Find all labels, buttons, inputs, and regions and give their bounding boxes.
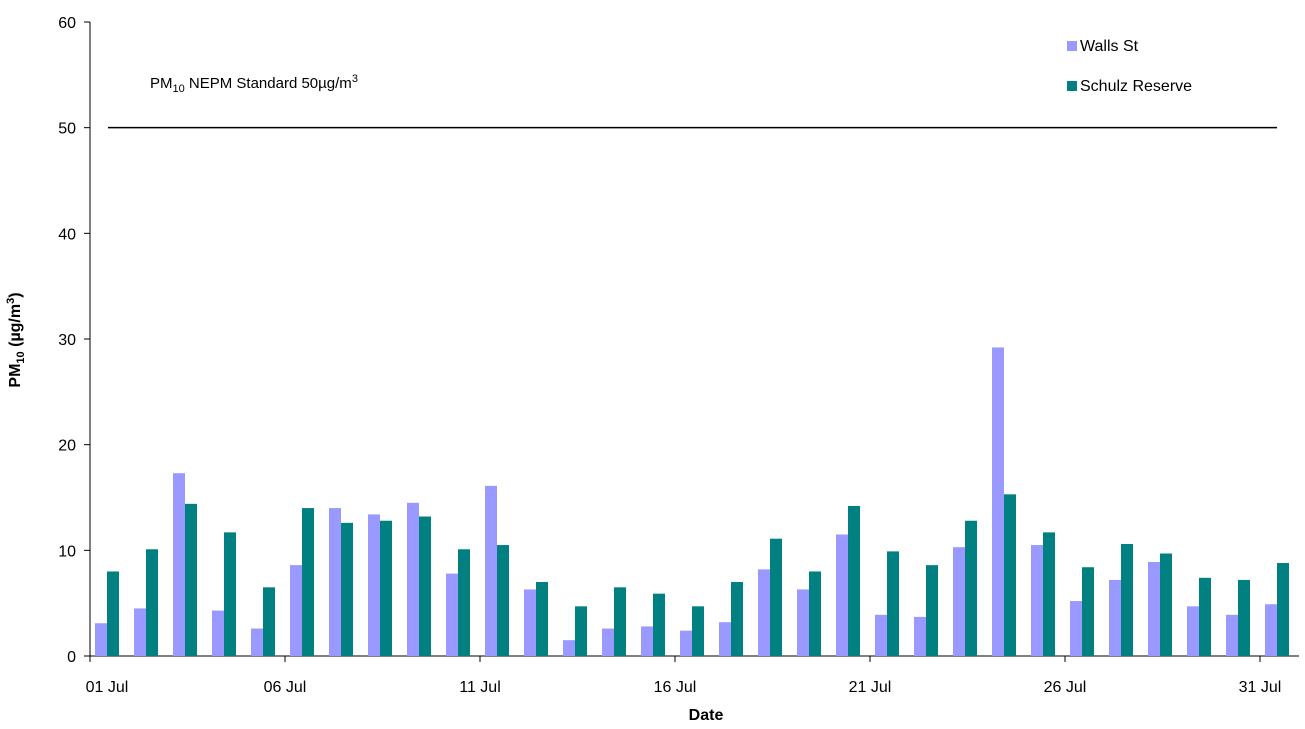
bar: [953, 547, 965, 656]
bar: [1160, 553, 1172, 656]
bar: [146, 549, 158, 656]
bar: [1070, 601, 1082, 656]
y-tick-label: 0: [67, 649, 76, 666]
x-axis-label: Date: [689, 707, 724, 724]
y-tick-label: 50: [58, 121, 76, 138]
bar: [1031, 545, 1043, 656]
bar: [107, 571, 119, 656]
bar: [263, 587, 275, 656]
bar: [212, 610, 224, 656]
bar: [926, 565, 938, 656]
bar: [302, 508, 314, 656]
bar: [602, 628, 614, 656]
bar: [680, 630, 692, 656]
x-tick-label: 16 Jul: [654, 679, 697, 696]
bar: [458, 549, 470, 656]
bar: [407, 502, 419, 656]
bar: [731, 582, 743, 656]
x-tick-label: 31 Jul: [1239, 679, 1282, 696]
bar: [341, 522, 353, 656]
annotation: PM10 NEPM Standard 50µg/m3: [150, 73, 358, 95]
bar: [1199, 577, 1211, 656]
bar: [329, 508, 341, 656]
bar: [575, 606, 587, 656]
bar: [641, 626, 653, 656]
bar: [965, 520, 977, 656]
bar: [887, 551, 899, 656]
bar: [770, 538, 782, 656]
y-tick-label: 40: [58, 226, 76, 243]
bar: [614, 587, 626, 656]
bar: [875, 614, 887, 656]
bar: [1004, 494, 1016, 656]
legend-label: Schulz Reserve: [1080, 78, 1192, 95]
legend-swatch: [1067, 41, 1077, 51]
bar: [1148, 561, 1160, 656]
bar: [485, 485, 497, 656]
x-tick-label: 01 Jul: [86, 679, 129, 696]
bar: [719, 622, 731, 656]
bar: [1187, 606, 1199, 656]
bar: [224, 532, 236, 656]
x-tick-label: 06 Jul: [264, 679, 307, 696]
y-tick-label: 60: [58, 15, 76, 32]
bar: [992, 347, 1004, 656]
bar: [809, 571, 821, 656]
bar: [536, 582, 548, 656]
bar: [368, 514, 380, 656]
x-tick-label: 26 Jul: [1044, 679, 1087, 696]
bar: [1238, 579, 1250, 656]
bar: [758, 569, 770, 656]
legend-swatch: [1067, 81, 1077, 91]
bar: [914, 616, 926, 656]
bar: [1226, 614, 1238, 656]
bar: [419, 516, 431, 656]
bar: [173, 473, 185, 656]
x-tick-label: 21 Jul: [849, 679, 892, 696]
y-tick-label: 10: [58, 543, 76, 560]
bar: [1043, 532, 1055, 656]
bar: [797, 589, 809, 656]
bar: [524, 589, 536, 656]
bar: [1265, 604, 1277, 656]
bar: [1082, 567, 1094, 656]
x-tick-label: 11 Jul: [459, 679, 501, 696]
bar: [446, 573, 458, 656]
bar: [380, 520, 392, 656]
bar: [251, 628, 263, 656]
y-tick-label: 30: [58, 332, 76, 349]
bar: [95, 623, 107, 656]
bar: [185, 503, 197, 656]
y-tick-label: 20: [58, 438, 76, 455]
bar: [692, 606, 704, 656]
bar: [1121, 543, 1133, 656]
bar: [1109, 579, 1121, 656]
bar: [290, 565, 302, 656]
bar: [848, 505, 860, 656]
bar: [1277, 563, 1289, 656]
legend-label: Walls St: [1080, 38, 1139, 55]
bar: [653, 593, 665, 656]
bar: [134, 608, 146, 656]
y-axis-label: PM10 (µg/m3): [5, 292, 27, 387]
bar: [836, 534, 848, 656]
bar: [563, 640, 575, 656]
bar: [497, 545, 509, 656]
